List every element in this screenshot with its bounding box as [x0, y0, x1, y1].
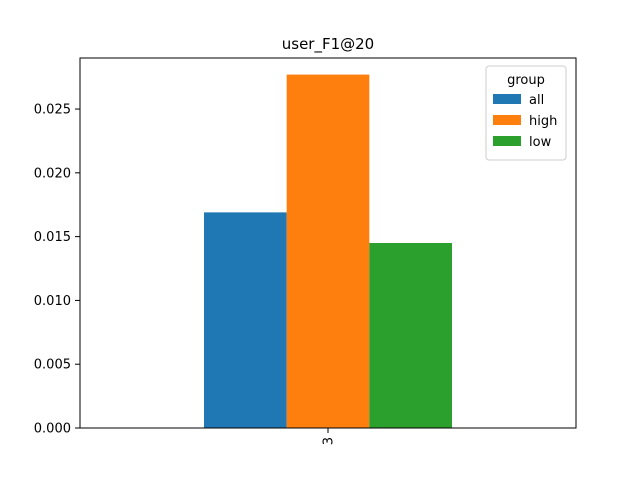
y-tick-label: 0.025	[34, 103, 71, 118]
x-axis: 3	[322, 428, 337, 445]
legend-swatch-high	[493, 115, 521, 125]
y-tick-label: 0.015	[34, 230, 71, 245]
legend-label-high: high	[529, 114, 557, 129]
legend-label-all: all	[529, 93, 544, 108]
legend: group all high low	[485, 65, 567, 161]
x-tick-label: 3	[322, 437, 337, 445]
legend-swatch-all	[493, 94, 521, 104]
y-axis: 0.000 0.005 0.010 0.015 0.020 0.025	[34, 103, 80, 437]
bar-all-3	[204, 212, 287, 428]
legend-title: group	[507, 73, 545, 88]
bars-group	[204, 74, 452, 428]
legend-swatch-low	[493, 136, 521, 146]
y-tick-label: 0.000	[34, 422, 71, 437]
y-tick-label: 0.005	[34, 358, 71, 373]
bar-low-3	[369, 243, 452, 428]
chart-title: user_F1@20	[282, 35, 374, 54]
bar-high-3	[286, 74, 370, 428]
y-tick-label: 0.010	[34, 294, 71, 309]
y-tick-label: 0.020	[34, 166, 71, 181]
legend-label-low: low	[529, 135, 552, 150]
